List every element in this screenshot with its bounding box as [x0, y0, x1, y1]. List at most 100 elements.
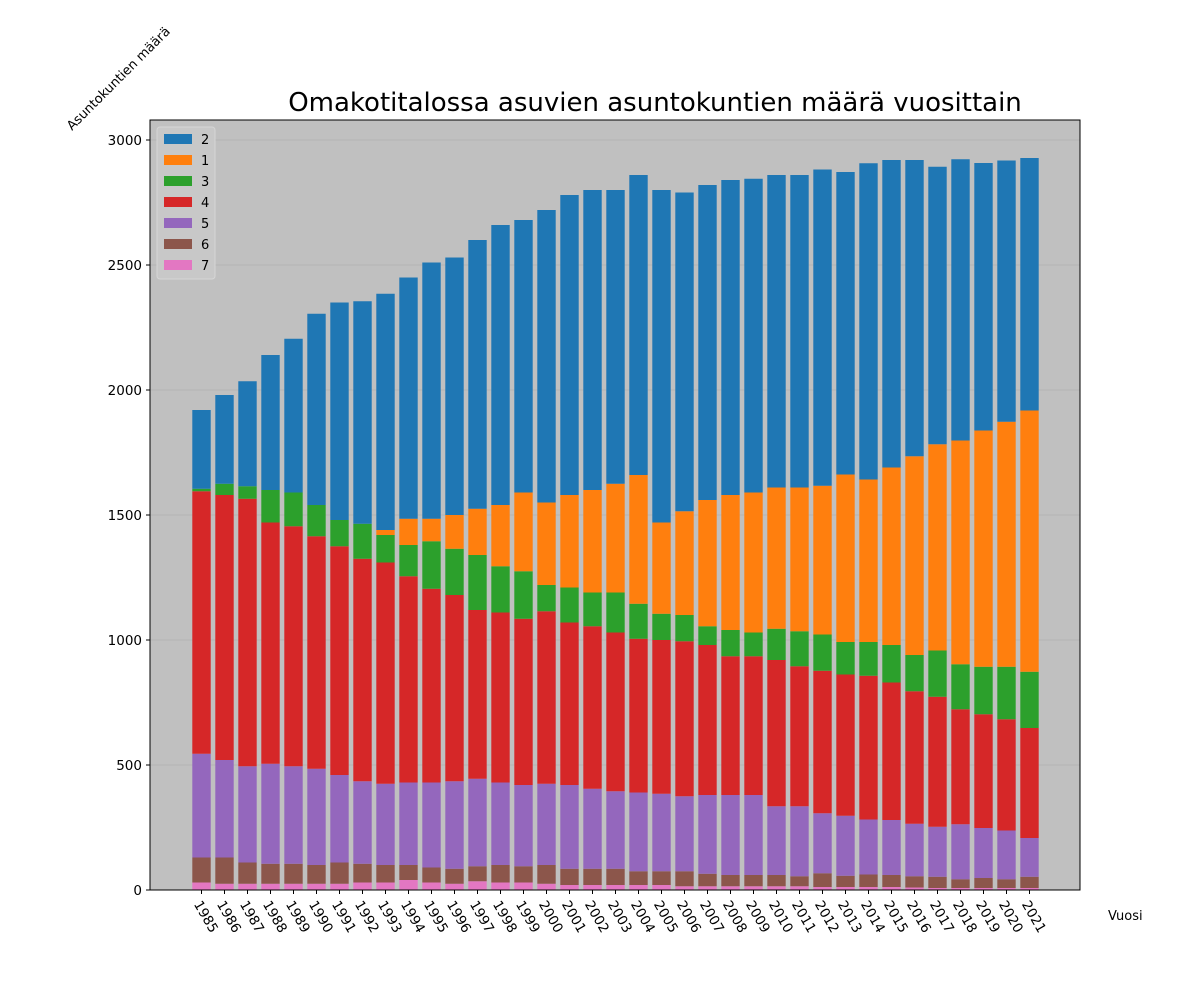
bar-segment-2 [606, 190, 625, 484]
bar-segment-3 [330, 520, 349, 547]
bar-segment-5 [882, 820, 901, 875]
legend-label: 5 [201, 217, 209, 232]
bar-segment-4 [491, 612, 510, 783]
bar-segment-2 [790, 175, 809, 488]
bar-segment-3 [215, 483, 234, 495]
legend-swatch [164, 239, 192, 249]
bar-segment-5 [997, 830, 1016, 880]
bar-segment-3 [261, 490, 280, 523]
bar-segment-6 [698, 873, 717, 887]
bar-segment-2 [537, 210, 556, 503]
bar-segment-4 [652, 640, 671, 794]
bar-segment-2 [330, 302, 349, 520]
bar-segment-7 [215, 883, 234, 890]
bar-segment-5 [376, 783, 395, 865]
bar-segment-3 [675, 615, 694, 642]
bar-segment-3 [491, 566, 510, 613]
bar-segment-1 [1020, 410, 1039, 672]
bar-segment-5 [353, 781, 372, 864]
bar-segment-3 [905, 655, 924, 692]
bar-segment-6 [951, 879, 970, 888]
bar-segment-6 [583, 868, 602, 885]
bar-segment-6 [376, 865, 395, 883]
bar-segment-7 [261, 883, 280, 890]
x-axis-label: Vuosi [1108, 909, 1143, 924]
bar-segment-1 [514, 492, 533, 572]
bar-segment-7 [330, 883, 349, 890]
bar-segment-2 [307, 313, 326, 505]
bar-segment-3 [284, 492, 303, 527]
bar-segment-4 [606, 632, 625, 792]
bar-segment-1 [813, 485, 832, 635]
bar-segment-7 [422, 882, 441, 890]
bar-segment-3 [583, 592, 602, 627]
bar-segment-5 [859, 819, 878, 875]
bar-segment-1 [675, 511, 694, 615]
bar-segment-1 [583, 490, 602, 593]
bar-segment-1 [560, 495, 579, 588]
y-tick-label: 2500 [108, 258, 142, 274]
bar-segment-7 [652, 885, 671, 890]
bar-segment-4 [882, 682, 901, 820]
bar-segment-4 [238, 498, 257, 767]
y-axis-label: Asuntokuntien määrä [64, 24, 173, 133]
y-tick-label: 1000 [108, 633, 142, 649]
bar-segment-4 [514, 618, 533, 785]
bar-segment-4 [790, 666, 809, 807]
bar-segment-7 [560, 885, 579, 890]
bar-segment-5 [399, 782, 418, 865]
bar-segment-5 [629, 792, 648, 872]
bar-segment-4 [215, 495, 234, 760]
bar-segment-2 [468, 240, 487, 509]
bar-segment-3 [951, 664, 970, 710]
bar-segment-7 [974, 888, 993, 890]
bar-segment-2 [1020, 158, 1039, 411]
bar-segment-1 [652, 522, 671, 614]
bar-segment-4 [192, 491, 211, 754]
bar-segment-5 [836, 815, 855, 876]
bar-segment-1 [790, 487, 809, 632]
bar-segment-2 [560, 195, 579, 495]
bar-segment-7 [606, 885, 625, 890]
bar-segment-2 [836, 172, 855, 475]
bar-segment-2 [974, 163, 993, 431]
bar-segment-5 [514, 785, 533, 867]
bar-segment-5 [675, 796, 694, 872]
bar-segment-7 [859, 887, 878, 890]
bar-segment-1 [721, 495, 740, 630]
bar-segment-7 [997, 888, 1016, 890]
bar-segment-7 [905, 887, 924, 890]
bar-segment-3 [192, 488, 211, 492]
bar-segment-3 [928, 650, 947, 697]
bar-segment-4 [951, 709, 970, 825]
legend-label: 6 [201, 238, 209, 253]
bar-segment-3 [1020, 671, 1039, 728]
bar-segment-4 [560, 622, 579, 785]
y-tick-label: 0 [133, 883, 142, 899]
bar-segment-6 [606, 868, 625, 885]
bar-segment-4 [813, 670, 832, 814]
bar-segment-6 [238, 862, 257, 884]
bar-segment-2 [261, 355, 280, 490]
bar-segment-6 [307, 865, 326, 884]
bar-segment-3 [514, 571, 533, 619]
bar-segment-5 [261, 763, 280, 864]
bar-segment-4 [859, 675, 878, 820]
bar-segment-3 [813, 634, 832, 671]
bar-segment-4 [721, 656, 740, 795]
bar-segment-2 [997, 160, 1016, 422]
y-tick-label: 1500 [108, 508, 142, 524]
bar-segment-4 [629, 638, 648, 793]
bar-segment-2 [353, 301, 372, 524]
bar-segment-4 [284, 526, 303, 767]
bar-segment-7 [514, 882, 533, 890]
bar-segment-5 [215, 760, 234, 858]
bar-segment-4 [928, 696, 947, 827]
bar-segment-5 [606, 791, 625, 869]
bar-segment-6 [721, 875, 740, 887]
bar-segment-6 [836, 875, 855, 887]
bar-segment-6 [353, 863, 372, 883]
bar-segment-2 [813, 169, 832, 486]
bar-segment-5 [284, 766, 303, 864]
